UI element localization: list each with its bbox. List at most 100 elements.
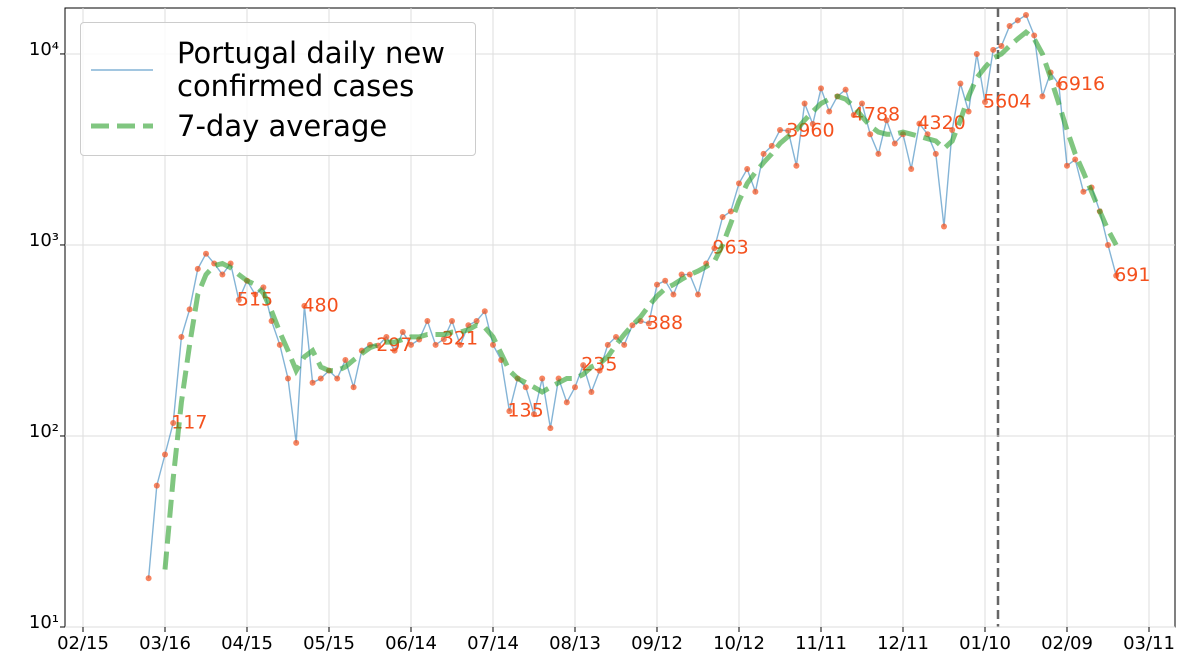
legend-entry: Portugal daily new confirmed cases	[81, 37, 477, 103]
data-point	[736, 180, 742, 187]
data-point	[744, 165, 751, 172]
value-label: 691	[1114, 264, 1150, 286]
data-point	[342, 356, 349, 363]
x-tick-label: 03/16	[139, 633, 191, 654]
data-point	[711, 245, 718, 252]
data-point	[563, 399, 570, 406]
legend-swatch	[91, 123, 153, 129]
data-point	[1105, 241, 1111, 248]
value-label: 297	[376, 334, 412, 356]
x-tick-label: 10/12	[713, 633, 765, 654]
data-point	[162, 451, 168, 458]
value-label: 963	[712, 237, 748, 259]
data-point	[449, 317, 455, 324]
data-point	[990, 46, 997, 53]
data-point	[178, 333, 185, 340]
data-point	[506, 408, 513, 415]
data-point	[826, 108, 833, 115]
legend-swatch	[91, 69, 153, 71]
data-point	[670, 291, 677, 298]
data-point	[949, 126, 956, 133]
data-point	[1055, 81, 1062, 88]
data-point	[695, 291, 701, 298]
data-point	[399, 329, 406, 336]
data-point	[219, 271, 226, 278]
data-point	[686, 271, 693, 278]
data-point	[850, 112, 857, 119]
data-point	[801, 100, 808, 107]
data-point	[580, 362, 587, 369]
data-point	[203, 250, 209, 257]
data-point	[596, 367, 603, 374]
data-point	[604, 341, 611, 348]
data-point	[531, 411, 537, 418]
data-point	[350, 384, 357, 391]
data-point	[440, 336, 447, 343]
data-point	[194, 265, 201, 272]
data-point	[1023, 11, 1029, 18]
data-point	[613, 333, 619, 340]
legend-entry: 7-day average	[81, 109, 477, 143]
data-point	[645, 320, 652, 327]
data-point	[662, 277, 669, 284]
data-point	[965, 108, 972, 115]
data-point	[752, 188, 759, 195]
data-point	[785, 127, 792, 134]
x-tick-label: 09/12	[631, 633, 683, 654]
x-tick-label: 08/13	[549, 633, 601, 654]
data-point	[457, 341, 464, 348]
data-point	[1080, 188, 1087, 195]
data-point	[883, 117, 890, 124]
data-point	[891, 140, 898, 147]
value-label: 6916	[1057, 73, 1105, 95]
data-point	[539, 375, 546, 382]
data-point	[1031, 32, 1038, 39]
data-point	[276, 341, 283, 348]
data-point	[1014, 17, 1021, 24]
data-point	[588, 388, 595, 395]
legend-label: Portugal daily new confirmed cases	[177, 36, 445, 103]
data-point	[973, 50, 980, 57]
data-point	[285, 375, 291, 382]
data-point	[432, 341, 439, 348]
data-point	[317, 375, 324, 382]
data-point	[408, 341, 414, 348]
data-point	[481, 308, 488, 315]
data-point	[908, 165, 915, 172]
y-tick-label: 10⁴	[29, 39, 59, 60]
data-point	[572, 384, 578, 391]
x-tick-label: 11/11	[795, 633, 847, 654]
data-point	[252, 291, 259, 298]
data-point	[621, 341, 628, 348]
data-point	[153, 482, 160, 489]
value-label: 5604	[983, 90, 1031, 112]
data-point	[383, 333, 390, 340]
data-point	[760, 150, 767, 157]
data-point	[957, 80, 964, 87]
data-point	[629, 322, 636, 329]
data-point	[1064, 162, 1070, 169]
data-point	[809, 120, 816, 127]
x-tick-label: 05/15	[303, 633, 355, 654]
legend: Portugal daily new confirmed cases 7-day…	[80, 22, 476, 156]
data-point	[867, 131, 874, 138]
data-point	[1039, 93, 1046, 100]
value-label: 135	[507, 400, 543, 422]
x-tick-label: 01/10	[959, 633, 1011, 654]
data-point	[727, 208, 734, 215]
x-tick-label: 02/15	[57, 633, 109, 654]
data-point	[1072, 156, 1079, 163]
data-point	[334, 375, 341, 382]
value-label: 3960	[786, 119, 834, 141]
data-point	[309, 379, 316, 386]
data-point	[170, 419, 177, 426]
y-tick-label: 10³	[29, 230, 59, 251]
data-point	[186, 306, 193, 313]
data-point	[777, 126, 783, 133]
data-point	[982, 98, 988, 105]
average-line	[162, 28, 1119, 570]
y-tick-label: 10²	[29, 421, 59, 442]
data-point	[490, 341, 496, 348]
legend-label: 7-day average	[177, 108, 388, 143]
